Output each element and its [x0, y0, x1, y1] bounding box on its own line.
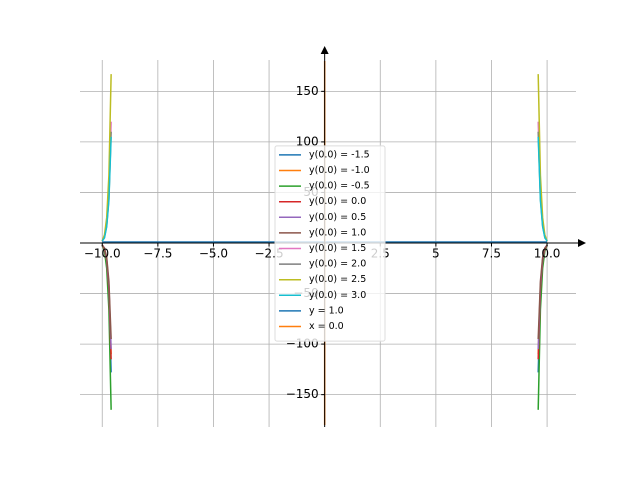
legend-label: y = 1.0: [309, 305, 344, 316]
x-tick-label: 7.5: [482, 246, 501, 260]
y-tick-label: −150: [286, 387, 319, 401]
legend-label: y(0.0) = 2.0: [309, 259, 366, 270]
legend-label: y(0.0) = 3.0: [309, 290, 366, 301]
legend-label: y(0.0) = 2.5: [309, 274, 366, 285]
y-arrow: [320, 46, 329, 54]
legend-label: y(0.0) = -0.5: [309, 181, 370, 192]
x-tick-label: 10.0: [534, 246, 561, 260]
x-tick-label: −10.0: [84, 246, 121, 260]
series-line: [101, 136, 548, 242]
y-tick-label: 100: [296, 134, 319, 148]
legend-box: [274, 145, 386, 342]
x-tick-label: −7.5: [143, 246, 172, 260]
legend-label: y(0.0) = 1.0: [309, 227, 366, 238]
x-arrow: [578, 238, 586, 247]
x-tick-label: 5: [432, 246, 440, 260]
x-tick-label: −5.0: [199, 246, 228, 260]
series-line: [101, 244, 548, 340]
legend-label: y(0.0) = 0.5: [309, 212, 366, 223]
legend-label: y(0.0) = -1.5: [309, 149, 370, 160]
legend-label: y(0.0) = 1.5: [309, 243, 366, 254]
legend-label: x = 0.0: [309, 321, 344, 332]
y-tick-label: 150: [296, 84, 319, 98]
series-line: [101, 74, 548, 242]
legend-label: y(0.0) = -1.0: [309, 165, 370, 176]
legend-label: y(0.0) = 0.0: [309, 196, 366, 207]
legend: y(0.0) = -1.5 y(0.0) = -1.0 y(0.0) = -0.5 y…: [274, 145, 386, 342]
